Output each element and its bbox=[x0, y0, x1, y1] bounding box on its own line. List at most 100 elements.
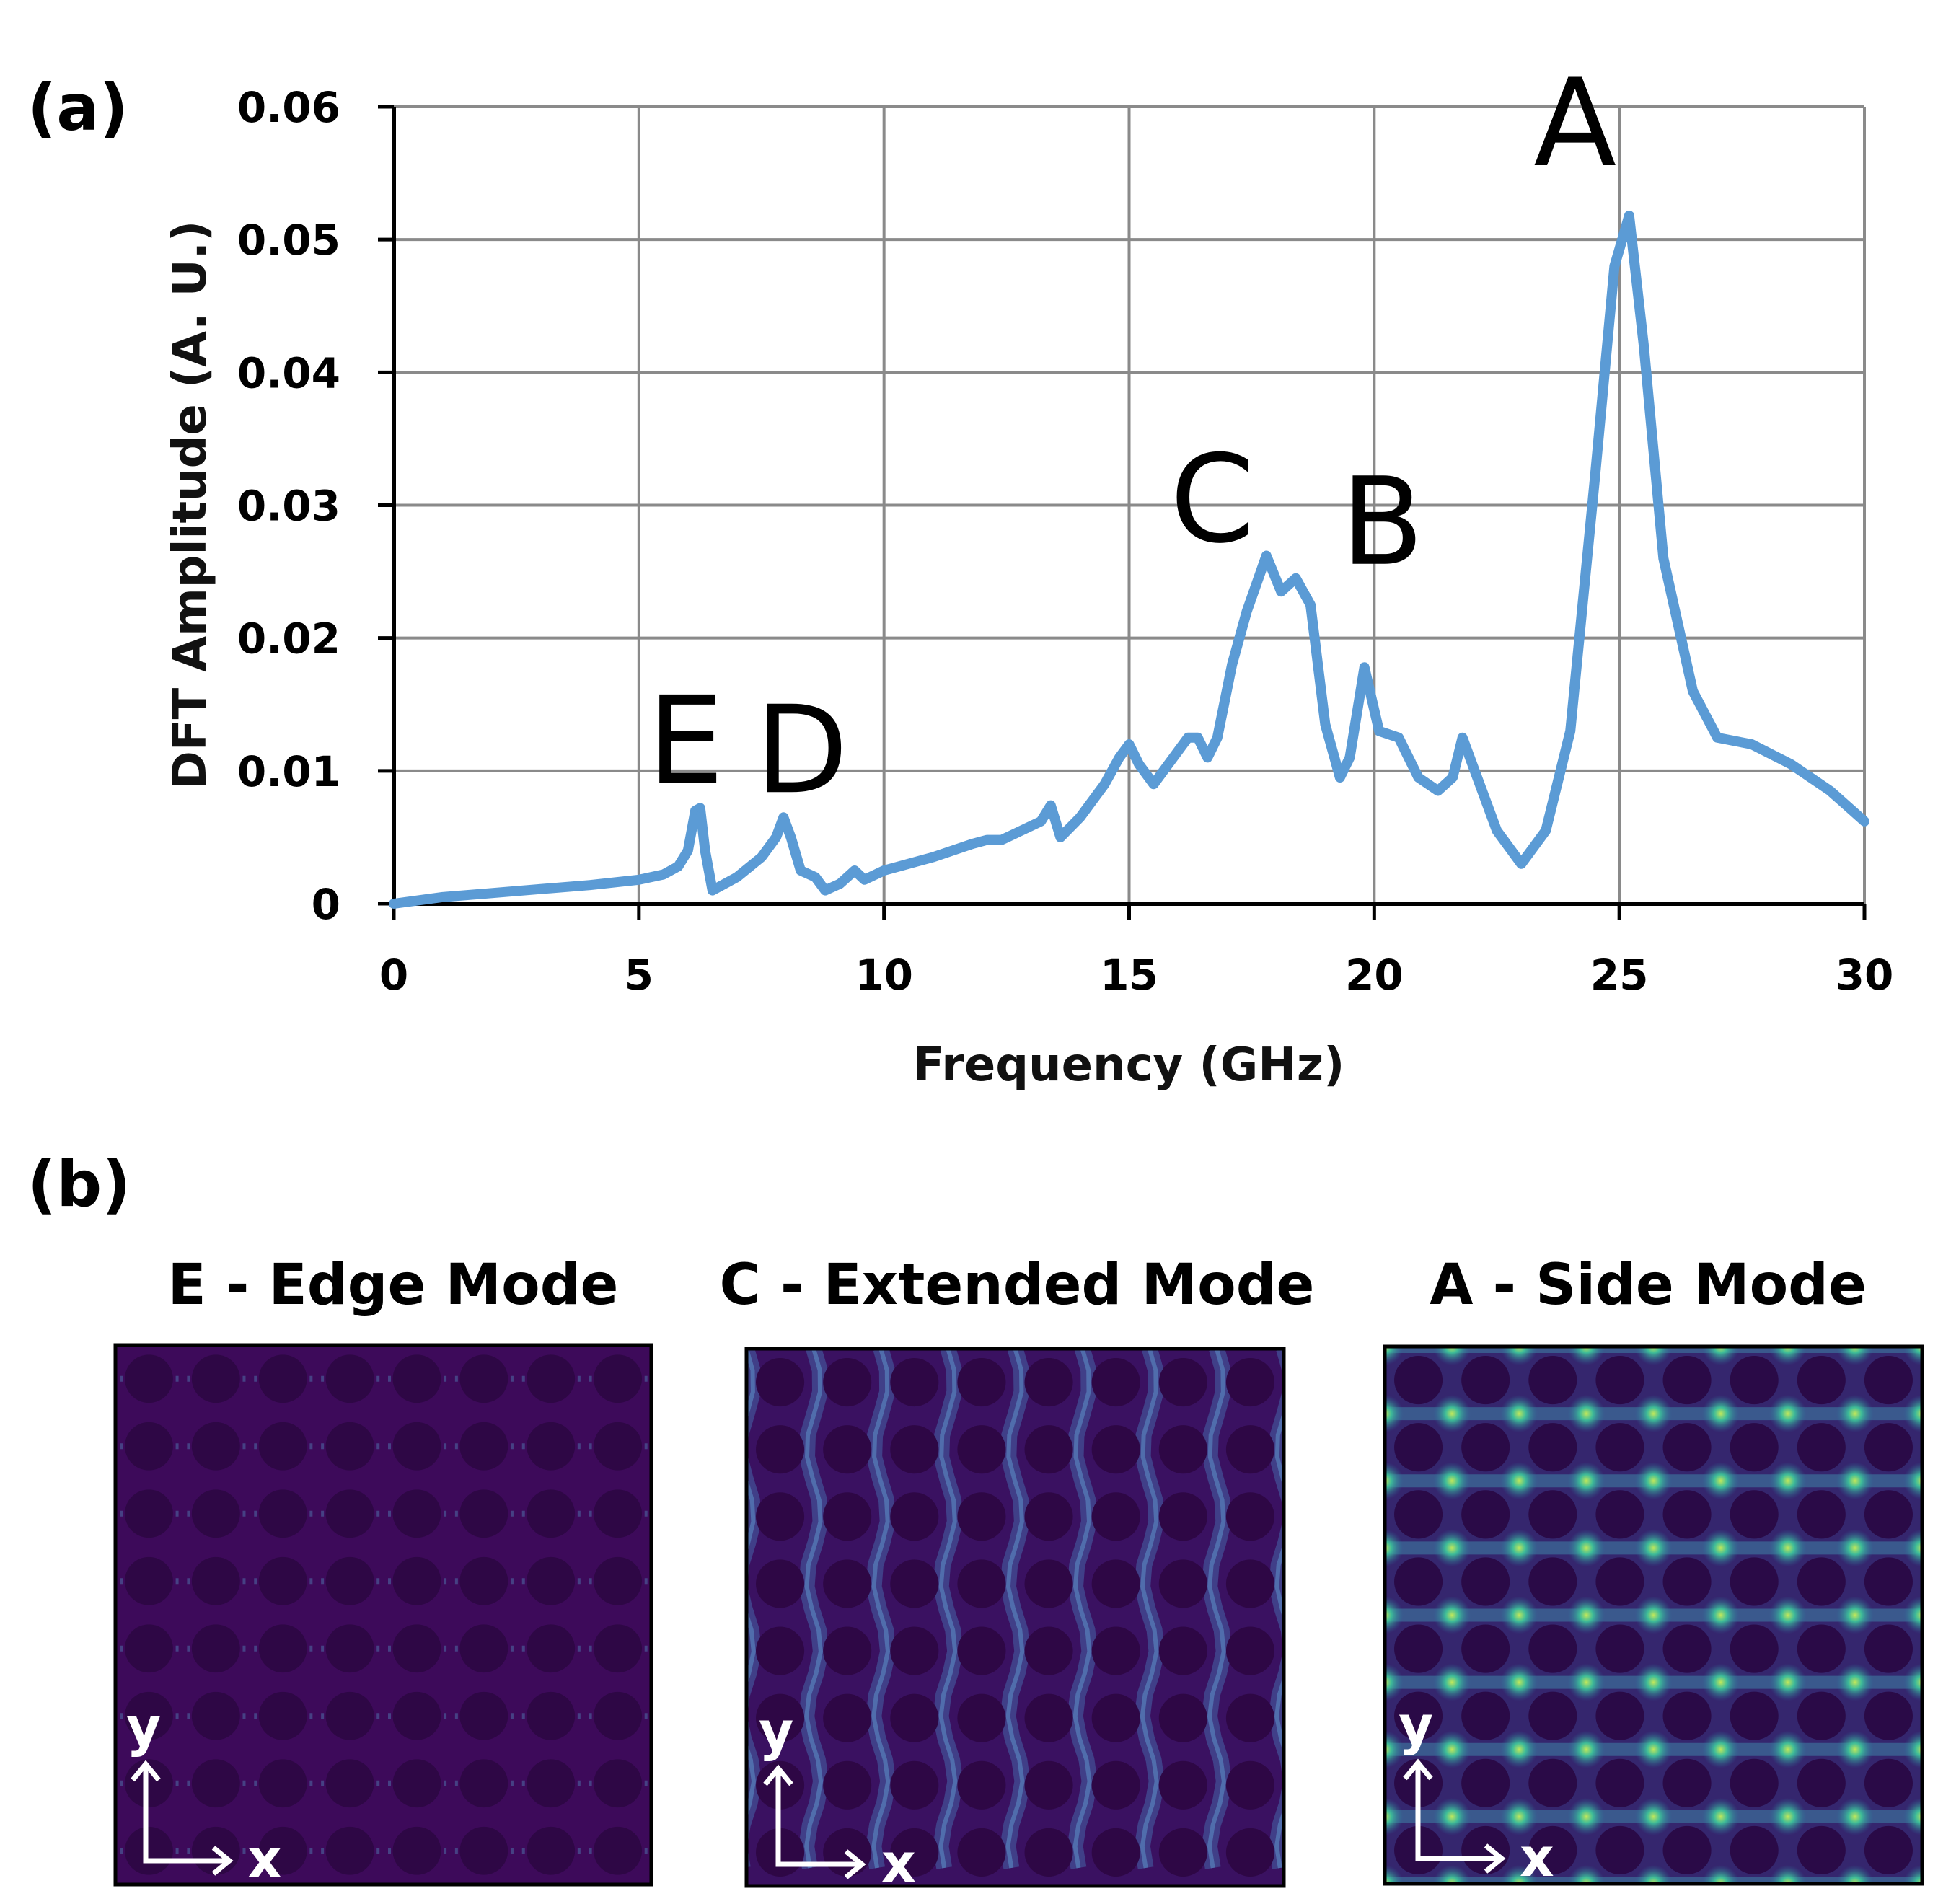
data-point bbox=[683, 846, 692, 855]
edge-glint bbox=[454, 1848, 458, 1854]
antidot-hole bbox=[1158, 1358, 1207, 1407]
side-hotspot bbox=[1500, 1797, 1538, 1835]
antidot-hole bbox=[258, 1354, 307, 1403]
side-hotspot bbox=[1385, 1529, 1404, 1567]
data-point bbox=[1688, 687, 1698, 696]
edge-glint bbox=[254, 1645, 257, 1652]
antidot-hole bbox=[125, 1489, 173, 1538]
edge-glint bbox=[254, 1780, 257, 1786]
edge-glint bbox=[444, 1510, 447, 1517]
side-hotspot bbox=[1836, 1730, 1874, 1768]
edge-glint bbox=[242, 1848, 246, 1854]
side-hotspot bbox=[1903, 1347, 1922, 1365]
side-hotspot bbox=[1769, 1663, 1807, 1701]
extended-band-core bbox=[871, 1349, 891, 1869]
side-hotspot bbox=[1567, 1596, 1606, 1634]
side-hotspot bbox=[1634, 1797, 1673, 1835]
edge-glint bbox=[321, 1645, 325, 1652]
antidot-hole bbox=[258, 1489, 307, 1538]
edge-glint bbox=[120, 1780, 123, 1786]
edge-glint bbox=[444, 1848, 447, 1854]
data-point bbox=[1291, 573, 1300, 583]
edge-glint bbox=[120, 1645, 123, 1652]
antidot-hole bbox=[1225, 1492, 1274, 1541]
antidot-hole bbox=[890, 1559, 939, 1608]
side-hotspot bbox=[1433, 1797, 1471, 1835]
data-point bbox=[1566, 726, 1575, 736]
data-point bbox=[1100, 780, 1109, 789]
antidot-hole bbox=[756, 1425, 805, 1474]
side-hotspot bbox=[1385, 1596, 1404, 1634]
edge-glint bbox=[454, 1645, 458, 1652]
antidot-hole bbox=[594, 1354, 642, 1403]
side-hotspot bbox=[1634, 1462, 1673, 1500]
side-hotspot bbox=[1701, 1865, 1740, 1884]
side-hotspot bbox=[1769, 1865, 1807, 1884]
data-point bbox=[835, 879, 845, 889]
antidot-hole bbox=[1797, 1758, 1846, 1807]
antidot-hole bbox=[1864, 1490, 1913, 1539]
antidot-hole bbox=[1528, 1825, 1577, 1874]
edge-glint bbox=[444, 1578, 447, 1585]
side-hotspot bbox=[1634, 1596, 1673, 1634]
edge-glint bbox=[510, 1443, 514, 1450]
antidot-hole bbox=[1595, 1423, 1644, 1472]
edge-glint bbox=[510, 1375, 514, 1382]
antidot-hole bbox=[1528, 1356, 1577, 1405]
side-hotspot bbox=[1836, 1529, 1874, 1567]
data-point bbox=[1517, 859, 1526, 868]
side-hotspot bbox=[1634, 1395, 1673, 1433]
antidot-hole bbox=[1158, 1828, 1207, 1877]
y-axis-title: DFT Amplitude (A. U.) bbox=[164, 221, 217, 789]
extended-band-core bbox=[938, 1349, 958, 1869]
data-point bbox=[1203, 753, 1212, 762]
edge-glint bbox=[577, 1375, 581, 1382]
extended-map-holes bbox=[756, 1358, 1274, 1877]
antidot-hole bbox=[459, 1422, 508, 1471]
antidot-hole bbox=[1864, 1423, 1913, 1472]
edge-glint bbox=[521, 1645, 525, 1652]
data-point bbox=[1124, 740, 1134, 749]
edge-glint bbox=[120, 1713, 123, 1719]
axis-label-y-side: y bbox=[1399, 1695, 1433, 1757]
extended-mode-map bbox=[744, 1347, 1286, 1888]
antidot-hole bbox=[594, 1556, 642, 1605]
data-point bbox=[796, 865, 806, 875]
edge-glint bbox=[510, 1645, 514, 1652]
edge-glint bbox=[644, 1645, 648, 1652]
data-point bbox=[811, 873, 820, 882]
antidot-hole bbox=[527, 1489, 576, 1538]
antidot-hole bbox=[823, 1425, 872, 1474]
side-hotspot bbox=[1567, 1395, 1606, 1433]
side-hotspot bbox=[1433, 1529, 1471, 1567]
data-point bbox=[850, 865, 859, 875]
antidot-hole bbox=[1225, 1760, 1274, 1810]
antidot-hole bbox=[258, 1624, 307, 1673]
antidot-hole bbox=[756, 1559, 805, 1608]
peak-annotations: A BC DE bbox=[648, 53, 1617, 821]
antidot-hole bbox=[1461, 1758, 1510, 1807]
y-tick-label-6: 0.06 bbox=[237, 83, 340, 132]
antidot-hole bbox=[1394, 1490, 1443, 1539]
side-hotspot bbox=[1701, 1663, 1740, 1701]
axis-indicator-side: y x bbox=[1399, 1695, 1554, 1889]
edge-glint bbox=[175, 1848, 179, 1854]
antidot-hole bbox=[392, 1354, 441, 1403]
axis-label-x-side: x bbox=[1520, 1827, 1554, 1889]
antidot-hole bbox=[1158, 1559, 1207, 1608]
side-hotspot bbox=[1634, 1347, 1673, 1365]
data-point bbox=[1335, 773, 1344, 783]
antidot-hole bbox=[325, 1556, 374, 1605]
edge-glint bbox=[644, 1443, 648, 1450]
data-point bbox=[1360, 663, 1369, 672]
antidot-hole bbox=[258, 1556, 307, 1605]
side-hotspot bbox=[1701, 1797, 1740, 1835]
edge-glint bbox=[644, 1578, 648, 1585]
antidot-hole bbox=[1595, 1557, 1644, 1606]
edge-glint bbox=[589, 1578, 592, 1585]
side-hotspot bbox=[1903, 1730, 1922, 1768]
side-hotspot bbox=[1634, 1529, 1673, 1567]
edge-glint bbox=[388, 1713, 392, 1719]
antidot-hole bbox=[594, 1691, 642, 1740]
x-tick-label-2: 10 bbox=[855, 951, 913, 1000]
